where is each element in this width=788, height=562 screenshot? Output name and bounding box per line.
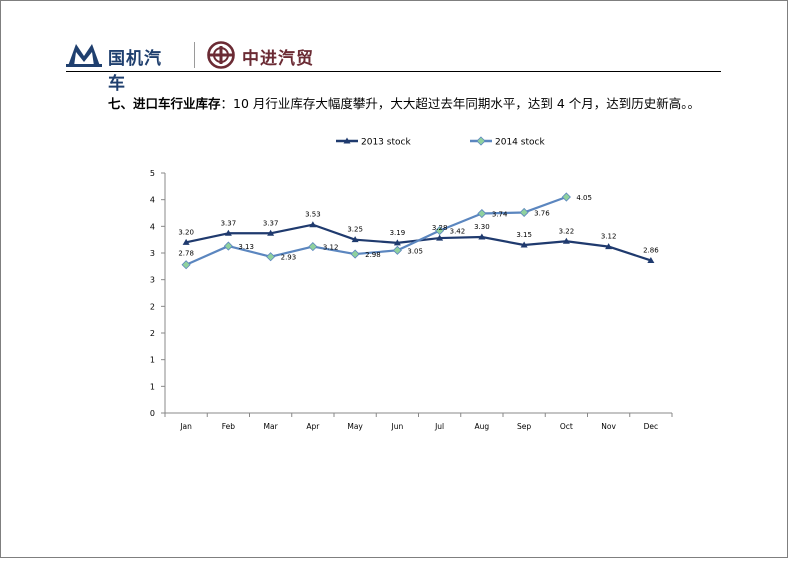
- series-2013-data-label: 3.20: [178, 228, 194, 236]
- y-tick-label: 4: [150, 196, 155, 205]
- series-2013-point: [562, 237, 570, 244]
- x-tick-label: Mar: [264, 422, 279, 431]
- x-tick-label: Apr: [306, 422, 320, 431]
- logo-right-text: 中进汽贸: [242, 49, 314, 69]
- y-tick-label: 3: [150, 249, 155, 258]
- series-2014-point: [181, 260, 191, 270]
- series-2014-point: [561, 192, 571, 202]
- sinomach-logo-icon: [66, 44, 102, 67]
- series-2014-point: [266, 252, 276, 262]
- headline-strong: 七、进口车行业库存: [108, 96, 221, 111]
- y-tick-label: 2: [150, 329, 155, 338]
- legend-label: 2013 stock: [361, 138, 411, 148]
- x-tick-label: May: [347, 422, 363, 431]
- series-2014-point: [392, 245, 402, 255]
- series-2013-point: [478, 233, 486, 240]
- legend-marker-triangle: [343, 137, 351, 144]
- logo-left-text: 国机汽车: [108, 49, 162, 94]
- series-2014-data-label: 2.93: [281, 254, 297, 262]
- x-tick-label: Dec: [644, 422, 659, 431]
- x-tick-label: Jan: [179, 422, 192, 431]
- series-2014-data-label: 2.78: [178, 250, 194, 258]
- series-2013-point: [224, 229, 232, 236]
- x-tick-label: Feb: [222, 422, 236, 431]
- series-2013-point: [436, 234, 444, 241]
- y-tick-label: 0: [150, 409, 155, 418]
- headline-rest: ：10 月行业库存大幅度攀升，大大超过去年同期水平，达到 4 个月，达到历史新高…: [220, 96, 701, 111]
- series-2013-point: [182, 238, 190, 245]
- series-2013-data-label: 3.37: [263, 219, 279, 227]
- series-2014-point: [519, 207, 529, 218]
- series-2013-point: [647, 256, 655, 263]
- series-2014-data-label: 3.74: [492, 211, 508, 219]
- series-2014-data-label: 2.98: [365, 251, 381, 259]
- series-2014-data-label: 3.76: [534, 209, 550, 217]
- header: 国机汽车 中进汽贸: [66, 38, 726, 94]
- series-2013-data-label: 3.12: [601, 233, 617, 241]
- logo-divider: [194, 42, 195, 68]
- x-tick-label: Sep: [517, 422, 531, 431]
- series-2013-point: [267, 229, 275, 236]
- series-2013-data-label: 3.30: [474, 223, 490, 231]
- legend-marker-diamond: [476, 136, 486, 146]
- x-tick-label: Oct: [560, 422, 573, 431]
- series-2013-data-label: 3.22: [559, 227, 575, 235]
- logo-sinomach-auto: 国机汽车: [66, 38, 176, 94]
- legend-label: 2014 stock: [495, 138, 545, 148]
- series-2014-point: [223, 241, 233, 251]
- series-2013-data-label: 3.37: [221, 219, 237, 227]
- x-tick-label: Jul: [434, 422, 444, 431]
- x-tick-label: Aug: [475, 422, 490, 431]
- x-tick-label: Jun: [391, 422, 404, 431]
- series-2014-point: [350, 249, 360, 259]
- series-2013-point: [393, 239, 401, 246]
- series-2013-data-label: 3.53: [305, 211, 321, 219]
- series-2014-line: [185, 195, 567, 266]
- series-2014-data-label: 3.13: [238, 243, 254, 251]
- header-rule: [66, 71, 721, 72]
- headline: 七、进口车行业库存：10 月行业库存大幅度攀升，大大超过去年同期水平，达到 4 …: [108, 93, 728, 112]
- series-2014-data-label: 3.42: [450, 228, 466, 236]
- x-tick-label: Nov: [601, 422, 616, 431]
- series-2014-data-label: 3.05: [407, 247, 423, 255]
- y-tick-label: 1: [150, 356, 155, 365]
- series-2014-data-label: 4.05: [576, 194, 592, 202]
- series-2014-point: [435, 226, 445, 236]
- y-tick-label: 5: [150, 169, 155, 178]
- logo-china-national-auto-trade: 中进汽贸: [206, 38, 346, 72]
- series-2013-data-label: 2.86: [643, 246, 659, 254]
- y-tick-label: 4: [150, 222, 155, 231]
- y-tick-label: 1: [150, 382, 155, 391]
- series-2013-data-label: 3.25: [347, 226, 363, 234]
- series-2013-point: [309, 221, 317, 228]
- series-2014-point: [477, 208, 487, 219]
- series-2013-data-label: 3.15: [516, 231, 532, 239]
- y-tick-label: 3: [150, 276, 155, 285]
- series-2014-data-label: 3.12: [323, 244, 339, 252]
- cnat-logo-icon: [207, 41, 235, 69]
- series-2014-point: [308, 242, 318, 252]
- series-2013-data-label: 3.28: [432, 224, 448, 232]
- y-tick-label: 2: [150, 302, 155, 311]
- series-2013-point: [605, 243, 613, 250]
- series-2013-point: [520, 241, 528, 248]
- series-2013-data-label: 3.19: [390, 229, 406, 237]
- series-2013-point: [351, 236, 359, 243]
